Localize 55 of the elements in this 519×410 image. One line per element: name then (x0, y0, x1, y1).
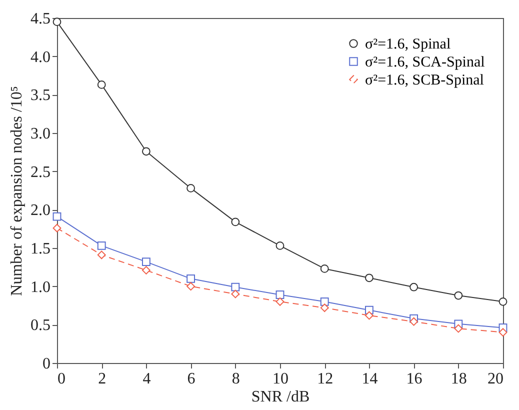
point (410, 282, 418, 292)
y-tick-label: 3.0 (30, 126, 50, 142)
x-tick-label: 0 (58, 370, 66, 388)
point (454, 324, 463, 333)
legend-label: σ²=1.6, SCB-Spinal (365, 72, 484, 88)
x-tick-label: 18 (450, 370, 467, 388)
y-axis-title: Number of expansion nodes /10⁵ (8, 86, 26, 296)
point (231, 290, 240, 298)
x-tick-label: 6 (187, 370, 196, 388)
point (320, 297, 329, 306)
x-tick-label: 2 (98, 370, 106, 388)
point (498, 328, 508, 337)
y-tick-label: 3.5 (30, 87, 50, 104)
x-axis-title: SNR /dB (251, 388, 310, 406)
x-tick-label: 16 (406, 370, 422, 388)
point (142, 147, 150, 156)
point (276, 242, 284, 250)
point (97, 80, 106, 89)
point (498, 297, 508, 306)
point (364, 274, 374, 282)
x-tick-label: 12 (317, 370, 334, 388)
point (410, 317, 418, 326)
point (454, 291, 463, 300)
y-tick-label: 4.5 (30, 10, 50, 28)
point (320, 304, 329, 312)
y-tick-label: 0.5 (30, 317, 50, 334)
point (142, 258, 150, 266)
point (186, 274, 196, 283)
x-tick-label: 14 (362, 370, 378, 388)
point (364, 311, 374, 320)
point (231, 282, 240, 292)
point (320, 264, 329, 273)
point (276, 297, 284, 306)
x-tick-label: 10 (272, 370, 288, 388)
point (142, 266, 150, 274)
x-tick-label: 4 (142, 370, 151, 388)
x-tick-label: 8 (232, 370, 240, 388)
point (52, 18, 62, 26)
y-tick-label: 1.0 (30, 278, 50, 296)
y-tick-label: 2.5 (30, 164, 50, 181)
y-tick-label: 1.5 (30, 240, 50, 258)
point (276, 290, 284, 299)
point (231, 218, 240, 226)
point (186, 184, 196, 192)
x-tick-label: 20 (488, 370, 504, 388)
point (97, 241, 106, 250)
y-tick-label: 4.0 (30, 48, 50, 66)
point (52, 224, 62, 232)
point (97, 250, 106, 260)
legend-label: σ²=1.6, Spinal (365, 36, 451, 52)
point (52, 212, 62, 221)
y-tick-label: 0 (42, 356, 50, 372)
legend-label: σ²=1.6, SCA-Spinal (365, 54, 485, 70)
y-tick-label: 2.0 (30, 202, 50, 220)
point (186, 282, 196, 291)
